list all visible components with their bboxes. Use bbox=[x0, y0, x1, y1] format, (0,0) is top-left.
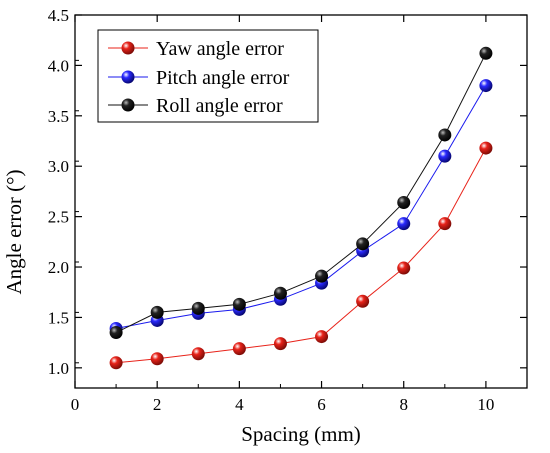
series-2 bbox=[109, 46, 493, 340]
data-point bbox=[109, 356, 123, 370]
data-point bbox=[232, 297, 246, 311]
data-point bbox=[438, 128, 452, 142]
y-tick-label: 1.5 bbox=[48, 308, 69, 327]
x-tick-label: 8 bbox=[399, 395, 408, 414]
series-line bbox=[116, 147, 487, 364]
data-point bbox=[273, 286, 287, 300]
data-point bbox=[397, 196, 411, 210]
legend-marker-pitch bbox=[121, 70, 135, 84]
x-tick-label: 4 bbox=[235, 395, 244, 414]
x-tick-labels: 0 2 4 6 8 10 bbox=[71, 395, 495, 414]
y-tick-label: 4.0 bbox=[48, 56, 69, 75]
data-point bbox=[109, 326, 123, 340]
y-tick-label: 3.5 bbox=[48, 107, 69, 126]
y-tick-labels: 1.0 1.5 2.0 2.5 3.0 3.5 4.0 4.5 bbox=[48, 6, 69, 378]
plot-frame bbox=[74, 14, 528, 389]
data-point bbox=[315, 269, 329, 283]
x-tick-label: 6 bbox=[317, 395, 326, 414]
legend: Yaw angle error Pitch angle error Roll a… bbox=[97, 29, 319, 123]
legend-box bbox=[97, 29, 319, 123]
x-axis-title: Spacing (mm) bbox=[241, 422, 361, 446]
series-line bbox=[116, 85, 487, 329]
y-tick-label: 2.0 bbox=[48, 258, 69, 277]
data-point bbox=[232, 342, 246, 356]
x-tick-label: 10 bbox=[477, 395, 494, 414]
data-point bbox=[150, 305, 164, 319]
series-layer bbox=[109, 46, 493, 370]
data-point bbox=[479, 141, 493, 155]
data-point bbox=[315, 330, 329, 344]
data-point bbox=[273, 337, 287, 351]
series-line bbox=[115, 53, 487, 334]
series-0 bbox=[109, 141, 493, 370]
y-tick-label: 3.0 bbox=[48, 157, 69, 176]
y-axis-title: Angle error (°) bbox=[2, 169, 26, 294]
y-tick-label: 1.0 bbox=[48, 359, 69, 378]
data-point bbox=[356, 237, 370, 251]
data-point bbox=[191, 347, 205, 361]
data-point bbox=[479, 46, 493, 60]
legend-marker-roll bbox=[121, 98, 135, 112]
x-tick-label: 0 bbox=[71, 395, 80, 414]
data-point bbox=[438, 149, 452, 163]
legend-label-pitch: Pitch angle error bbox=[156, 67, 290, 89]
y-tick-label: 2.5 bbox=[48, 208, 69, 227]
x-tick-label: 2 bbox=[153, 395, 162, 414]
data-point bbox=[438, 217, 452, 231]
y-tick-label: 4.5 bbox=[48, 6, 69, 25]
legend-marker-yaw bbox=[121, 41, 135, 55]
legend-label-yaw: Yaw angle error bbox=[156, 38, 284, 60]
data-point bbox=[397, 217, 411, 231]
data-point bbox=[479, 79, 493, 93]
data-point bbox=[397, 261, 411, 275]
data-point bbox=[356, 294, 370, 308]
legend-label-roll: Roll angle error bbox=[156, 95, 283, 117]
data-point bbox=[191, 301, 205, 315]
data-point bbox=[150, 352, 164, 366]
